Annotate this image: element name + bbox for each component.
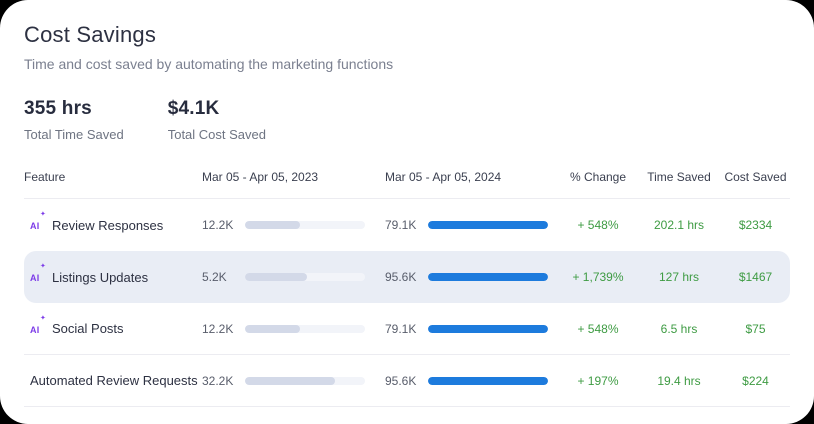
period-2023-bar-fill xyxy=(245,273,308,281)
period-2024-bar xyxy=(428,273,548,281)
table-row[interactable]: AI ✦ Social Posts 12.2K 79.1K + 548% 6.5… xyxy=(24,303,790,355)
period-2023-value: 5.2K xyxy=(202,270,227,284)
percent-change-value: + 1,739% xyxy=(572,270,624,284)
feature-name: Listings Updates xyxy=(52,269,149,285)
page-title: Cost Savings xyxy=(24,22,157,47)
period-2024-bar-fill xyxy=(428,221,548,229)
period-2023-bar xyxy=(245,376,365,385)
period-2024-value: 95.6K xyxy=(385,373,417,388)
feature-name: Social Posts xyxy=(52,321,124,336)
feature-cell: AI ✦ Review Responses xyxy=(24,211,202,234)
page-subtitle: Time and cost saved by automating the ma… xyxy=(24,56,394,72)
table-header-row: Feature Mar 05 - Apr 05, 2023 Mar 05 - A… xyxy=(24,164,790,190)
period-2024-cell: 95.6K xyxy=(385,374,559,388)
ai-sparkle-icon: AI ✦ xyxy=(30,263,46,283)
stat-label: Total Cost Saved xyxy=(167,127,266,142)
column-header-time-saved: Time Saved xyxy=(647,170,711,184)
period-2023-bar xyxy=(245,324,365,333)
table-row[interactable]: AI ✦ Automated Review Requests 32.2K 95.… xyxy=(24,355,790,407)
table-row[interactable]: AI ✦ Review Responses 12.2K 79.1K + 548%… xyxy=(24,199,790,251)
cost-saved-value: $75 xyxy=(745,321,766,336)
period-2023-cell: 12.2K xyxy=(202,322,385,336)
period-2023-bar-fill xyxy=(245,324,301,333)
ai-sparkle-icon: AI ✦ xyxy=(30,211,46,231)
time-saved-value: 127 hrs xyxy=(658,270,700,284)
cost-saved-value: $2334 xyxy=(738,218,773,232)
stat-total-time-saved: 355 hrs Total Time Saved xyxy=(24,98,124,142)
period-2024-bar xyxy=(428,376,548,385)
cost-saved-value: $224 xyxy=(742,373,769,388)
column-header-cost-saved: Cost Saved xyxy=(724,170,787,184)
period-2024-value: 79.1K xyxy=(385,218,417,232)
time-saved-value: 6.5 hrs xyxy=(660,321,698,336)
stat-value: $4.1K xyxy=(167,98,220,119)
period-2023-cell: 5.2K xyxy=(202,270,385,284)
stat-value: 355 hrs xyxy=(24,98,92,119)
period-2024-value: 95.6K xyxy=(385,270,417,284)
period-2024-value: 79.1K xyxy=(385,321,417,336)
column-header-feature: Feature xyxy=(24,170,66,184)
feature-name: Review Responses xyxy=(52,217,164,233)
feature-name: Automated Review Requests xyxy=(30,373,198,388)
cost-saved-value: $1467 xyxy=(738,270,773,284)
time-saved-value: 19.4 hrs xyxy=(657,373,701,388)
table-row[interactable]: AI ✦ Listings Updates 5.2K 95.6K + 1,739… xyxy=(24,251,790,303)
period-2023-cell: 32.2K xyxy=(202,374,385,388)
cost-savings-table: Feature Mar 05 - Apr 05, 2023 Mar 05 - A… xyxy=(24,164,790,407)
feature-cell: AI ✦ Automated Review Requests xyxy=(24,373,202,388)
feature-cell: AI ✦ Listings Updates xyxy=(24,263,202,286)
percent-change-value: + 197% xyxy=(577,373,619,388)
ai-sparkle-icon: AI ✦ xyxy=(30,314,46,335)
period-2024-bar xyxy=(428,221,548,229)
time-saved-value: 202.1 hrs xyxy=(653,218,705,232)
stat-label: Total Time Saved xyxy=(24,127,124,142)
header-divider xyxy=(24,198,790,199)
period-2023-value: 12.2K xyxy=(202,321,234,336)
period-2023-bar-fill xyxy=(245,376,335,385)
period-2024-bar xyxy=(428,324,548,333)
period-2024-cell: 95.6K xyxy=(385,270,559,284)
stat-total-cost-saved: $4.1K Total Cost Saved xyxy=(168,98,266,142)
period-2024-bar-fill xyxy=(428,376,548,385)
feature-cell: AI ✦ Social Posts xyxy=(24,314,202,338)
column-header-percent-change: % Change xyxy=(569,170,627,184)
period-2023-bar xyxy=(245,273,365,281)
column-header-period-2024: Mar 05 - Apr 05, 2024 xyxy=(385,170,502,184)
summary-stats: 355 hrs Total Time Saved $4.1K Total Cos… xyxy=(24,98,790,142)
percent-change-value: + 548% xyxy=(577,218,619,232)
column-header-period-2023: Mar 05 - Apr 05, 2023 xyxy=(202,170,319,184)
period-2024-cell: 79.1K xyxy=(385,322,559,336)
period-2023-bar-fill xyxy=(245,221,301,229)
period-2024-bar-fill xyxy=(428,324,548,333)
period-2023-value: 32.2K xyxy=(202,373,234,388)
period-2023-value: 12.2K xyxy=(202,218,234,232)
period-2023-cell: 12.2K xyxy=(202,218,385,232)
period-2024-cell: 79.1K xyxy=(385,218,559,232)
period-2023-bar xyxy=(245,221,365,229)
period-2024-bar-fill xyxy=(428,273,548,281)
table-body: AI ✦ Review Responses 12.2K 79.1K + 548%… xyxy=(24,199,790,407)
percent-change-value: + 548% xyxy=(577,321,619,336)
